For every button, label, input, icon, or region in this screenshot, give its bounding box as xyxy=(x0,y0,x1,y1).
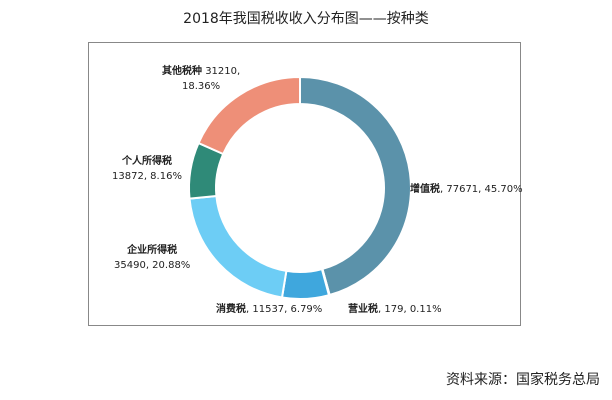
slice-2 xyxy=(280,267,331,300)
label-vat: 增值税, 77671, 45.70% xyxy=(410,184,523,195)
slice-3 xyxy=(188,194,288,299)
source-note: 资料来源：国家税务总局 xyxy=(446,372,600,388)
label-business-tax: 营业税, 179, 0.11% xyxy=(348,304,442,315)
label-personal-tax: 个人所得税 13872, 8.16% xyxy=(112,156,182,182)
chart-title: 2018年我国税收收入分布图——按种类 xyxy=(183,11,429,27)
slice-5 xyxy=(197,75,301,156)
label-other-tax: 其他税种 31210, 18.36% xyxy=(162,66,241,92)
chart-frame xyxy=(88,42,521,326)
label-consumption-tax: 消费税, 11537, 6.79% xyxy=(216,304,323,315)
slice-0 xyxy=(299,75,412,297)
label-corporate-tax: 企业所得税 35490, 20.88% xyxy=(114,245,191,271)
